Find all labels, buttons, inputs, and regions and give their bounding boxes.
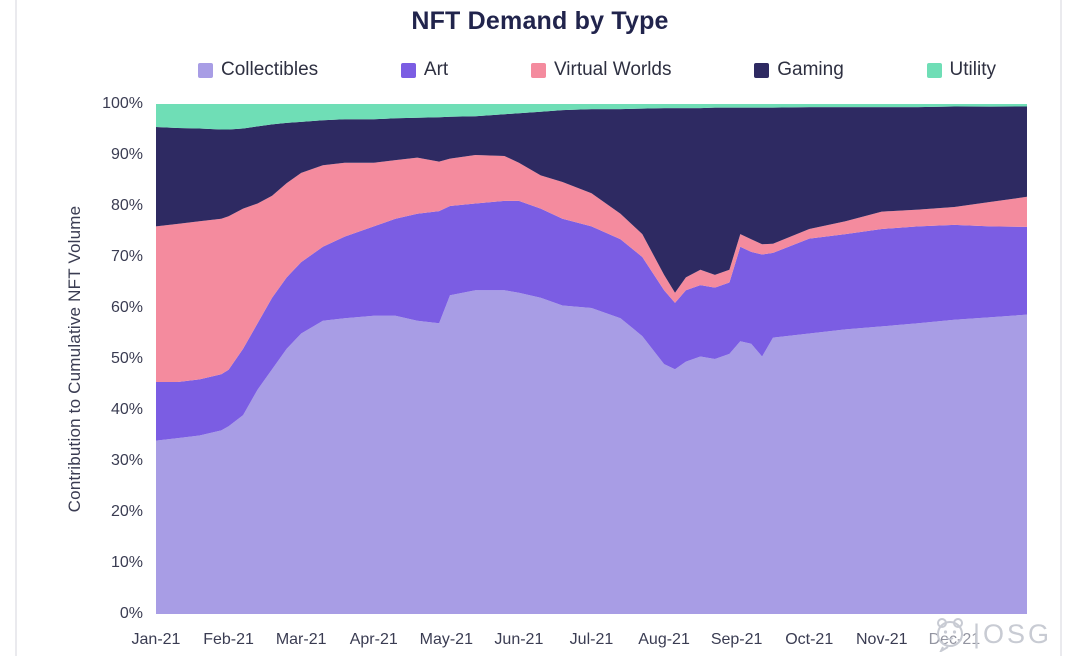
stacked-area-plot: [156, 104, 1027, 614]
y-tick-30: 30%: [110, 452, 143, 469]
legend-swatch-utility: [926, 62, 942, 78]
x-tick-may-21: May-21: [419, 631, 473, 648]
y-tick-100: 100%: [102, 95, 143, 112]
legend-swatch-collectibles: [198, 62, 213, 78]
y-tick-20: 20%: [110, 503, 143, 520]
page-right-edge: [1060, 0, 1062, 656]
legend-item-utility: Utility: [926, 59, 996, 81]
legend-swatch-virtual-worlds: [530, 62, 546, 78]
x-tick-sep-21: Sep-21: [710, 631, 763, 648]
x-tick-oct-21: Oct-21: [785, 631, 834, 648]
x-tick-jun-21: Jun-21: [494, 631, 544, 648]
legend-swatch-gaming: [754, 62, 770, 78]
x-tick-feb-21: Feb-21: [203, 631, 254, 648]
iosg-mascot-icon: [937, 618, 963, 652]
area-gaming: [156, 106, 1027, 293]
x-tick-apr-21: Apr-21: [349, 631, 398, 648]
y-tick-90: 90%: [110, 146, 143, 163]
y-tick-70: 70%: [110, 248, 143, 265]
legend-item-collectibles: Collectibles: [198, 59, 318, 81]
legend-label-collectibles: Collectibles: [221, 59, 319, 80]
watermark-bar: |: [973, 618, 981, 649]
x-tick-aug-21: Aug-21: [638, 631, 690, 648]
area-virtual-worlds: [156, 155, 1027, 382]
y-tick-0: 0%: [119, 605, 143, 622]
legend-item-gaming: Gaming: [754, 59, 844, 81]
y-tick-60: 60%: [110, 299, 143, 316]
legend-item-virtual-worlds: Virtual Worlds: [530, 59, 672, 81]
watermark-letters: OSG: [983, 618, 1053, 649]
x-tick-nov-21: Nov-21: [856, 631, 908, 648]
y-tick-50: 50%: [110, 350, 143, 367]
iosg-watermark: | OSG: [929, 614, 1057, 654]
legend-label-utility: Utility: [949, 59, 996, 80]
legend-label-gaming: Gaming: [777, 59, 844, 80]
area-collectibles: [156, 290, 1027, 614]
y-tick-40: 40%: [110, 401, 143, 418]
y-tick-80: 80%: [110, 197, 143, 214]
page-left-edge: [15, 0, 17, 656]
x-tick-mar-21: Mar-21: [275, 631, 327, 648]
area-art: [156, 200, 1027, 441]
legend-swatch-art: [400, 62, 416, 78]
area-utility: [156, 104, 1027, 130]
chart-title: NFT Demand by Type: [411, 7, 669, 35]
y-tick-10: 10%: [110, 554, 143, 571]
chart-legend: Collectibles Art Virtual Worlds Gaming Utili…: [198, 59, 996, 81]
x-tick-jul-21: Jul-21: [569, 631, 614, 648]
x-tick-jan-21: Jan-21: [131, 631, 181, 648]
legend-label-virtual-worlds: Virtual Worlds: [553, 59, 672, 80]
legend-item-art: Art: [400, 59, 449, 81]
legend-label-art: Art: [423, 59, 449, 80]
